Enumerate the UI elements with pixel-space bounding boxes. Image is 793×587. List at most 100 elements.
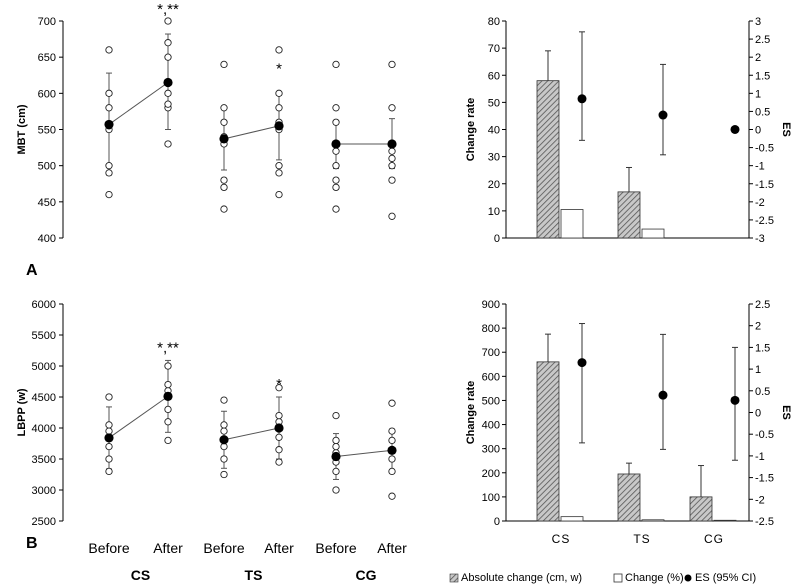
individual-point <box>388 399 396 407</box>
y2-axis-title: ES <box>780 405 792 420</box>
chart-lbpp-change: 0 100 200 300 400 500 600 700 800 900 -2.5 -2 -1.5 -1… <box>465 299 792 546</box>
legend-swatch-percent <box>613 573 623 583</box>
y2-tick-label: -3 <box>755 233 765 245</box>
significance-marker: * <box>276 376 282 393</box>
individual-point <box>220 421 228 429</box>
bar-percent-change <box>641 519 665 522</box>
y-tick-label: 900 <box>482 299 500 311</box>
es-point <box>577 358 587 368</box>
individual-point <box>105 421 113 429</box>
individual-point <box>164 53 172 61</box>
individual-point <box>275 446 283 454</box>
y2-tick-label: 0.5 <box>755 106 770 118</box>
x-group-label: TS <box>245 567 263 583</box>
bar-absolute-change <box>617 473 641 522</box>
x-condition-label: Before <box>203 540 244 556</box>
individual-point <box>164 405 172 414</box>
individual-point <box>388 154 396 163</box>
mean-connector-line <box>108 395 169 439</box>
y2-tick-label: -2 <box>755 494 765 506</box>
legend-swatch-absolute <box>449 573 459 583</box>
y-tick-label: 20 <box>488 179 500 191</box>
y-tick-label: 400 <box>38 233 56 245</box>
significance-marker: * <box>276 60 282 77</box>
y-axis-title: Change rate <box>465 381 477 445</box>
individual-point <box>275 411 283 420</box>
x-category-label: TS <box>633 532 650 546</box>
y-tick-label: 0 <box>494 516 500 528</box>
y2-tick-label: 3 <box>755 16 761 28</box>
individual-point <box>275 104 283 112</box>
individual-point <box>164 436 172 445</box>
y-tick-label: 500 <box>38 161 56 173</box>
individual-point <box>332 442 340 451</box>
significance-marker: *,** <box>157 339 179 356</box>
y2-axis-title: ES <box>780 122 792 137</box>
mean-point <box>163 77 173 88</box>
mean-point <box>331 139 341 149</box>
y-tick-label: 50 <box>488 97 500 109</box>
es-point <box>730 395 740 405</box>
y2-tick-label: 2.5 <box>755 299 770 311</box>
individual-point <box>332 60 340 69</box>
individual-point <box>332 486 340 494</box>
y-tick-label: 650 <box>38 52 56 64</box>
individual-point <box>388 60 396 69</box>
y-tick-label: 500 <box>482 395 500 407</box>
y-tick-label: 100 <box>482 492 500 504</box>
bar-percent-change <box>641 228 665 239</box>
mean-point <box>219 134 229 144</box>
x-group-label: CG <box>356 567 377 583</box>
chart-mbt: 400 450 500 550 600 650 700 MBT (cm) *,** * <box>16 1 397 245</box>
y2-tick-label: -2.5 <box>755 516 774 528</box>
individual-point <box>332 467 340 476</box>
individual-point <box>388 176 396 184</box>
y2-tick-label: 0 <box>755 125 761 137</box>
y-tick-label: 5000 <box>32 361 56 373</box>
individual-point <box>105 393 113 401</box>
legend-label-absolute: Absolute change (cm, w) <box>461 572 582 584</box>
bar-percent-change <box>713 519 737 522</box>
individual-point <box>105 104 113 112</box>
individual-point <box>388 147 396 155</box>
individual-point <box>220 455 228 463</box>
legend-swatch-es <box>684 574 692 582</box>
x-condition-label: After <box>377 540 407 556</box>
y-tick-label: 4500 <box>32 392 56 404</box>
individual-point <box>105 169 113 177</box>
bar-percent-change <box>560 209 584 239</box>
y-tick-label: 700 <box>38 16 56 28</box>
y-tick-label: 40 <box>488 125 500 137</box>
x-group-label: CS <box>131 567 150 583</box>
y-axis-title: LBPP (w) <box>16 388 28 436</box>
individual-point <box>105 190 113 199</box>
mean-point <box>387 139 397 149</box>
individual-point <box>388 436 396 445</box>
individual-point <box>220 205 228 213</box>
individual-point <box>388 162 396 170</box>
y-axis-title: MBT (cm) <box>16 104 28 154</box>
y2-tick-label: -1.5 <box>755 473 774 485</box>
y2-tick-label: -0.5 <box>755 143 774 155</box>
legend-label-es: ES (95% CI) <box>695 572 756 584</box>
individual-point <box>164 17 172 25</box>
mean-point <box>219 435 229 445</box>
y2-tick-label: -2.5 <box>755 215 774 227</box>
individual-point <box>388 212 396 220</box>
es-point <box>658 390 668 400</box>
individual-point <box>388 104 396 112</box>
es-point <box>577 94 587 104</box>
individual-point <box>332 183 340 192</box>
individual-point <box>164 418 172 426</box>
y-tick-label: 5500 <box>32 330 56 342</box>
y2-tick-label: 2 <box>755 52 761 64</box>
y-tick-label: 700 <box>482 347 500 359</box>
y-tick-label: 3500 <box>32 454 56 466</box>
individual-point <box>220 176 228 184</box>
mean-point <box>387 445 397 455</box>
y-tick-label: 300 <box>482 444 500 456</box>
es-point <box>730 125 740 134</box>
y-tick-label: 10 <box>488 206 500 218</box>
